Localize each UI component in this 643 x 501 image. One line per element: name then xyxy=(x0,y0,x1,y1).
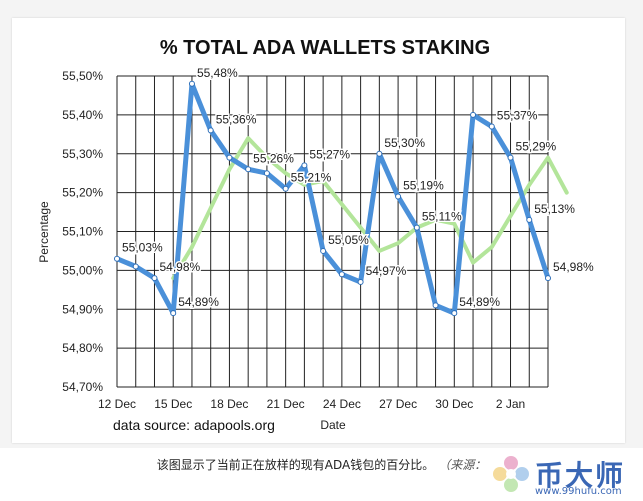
data-point xyxy=(395,193,402,200)
data-point xyxy=(432,302,439,309)
data-label: 55,29% xyxy=(516,140,557,154)
data-point xyxy=(376,150,383,157)
figure-caption: 该图显示了当前正在放样的现有ADA钱包的百分比。 （来源： xyxy=(0,456,643,473)
data-point xyxy=(114,255,120,262)
data-point xyxy=(526,216,533,223)
data-label: 55,03% xyxy=(122,241,163,255)
y-tick-label: 55,00% xyxy=(62,263,103,277)
series-line-primary xyxy=(114,81,551,316)
data-label: 55,48% xyxy=(197,66,238,80)
data-label: 54,97% xyxy=(366,264,407,278)
data-point xyxy=(451,310,458,317)
data-point xyxy=(226,154,233,161)
data-point xyxy=(545,275,551,282)
x-tick-label: 21 Dec xyxy=(267,397,305,411)
y-tick-label: 55,20% xyxy=(62,186,103,200)
caption-source: （来源： xyxy=(444,458,487,472)
data-point xyxy=(151,275,158,282)
line-chart: 54,70% 54,80% 54,90% 55,00% 55,10% 55,20% 55,3… xyxy=(37,37,596,433)
x-tick-label: 30 Dec xyxy=(435,397,473,411)
data-point xyxy=(282,185,289,192)
data-point xyxy=(488,123,495,130)
data-point xyxy=(132,263,139,270)
x-tick-label: 18 Dec xyxy=(210,397,248,411)
data-point xyxy=(320,247,327,254)
y-tick-label: 55,10% xyxy=(62,225,103,239)
x-axis-label: Date xyxy=(320,418,346,432)
x-tick-label: 24 Dec xyxy=(323,397,361,411)
data-label: 55,13% xyxy=(534,202,575,216)
data-label: 54,98% xyxy=(553,260,594,274)
y-tick-label: 55,50% xyxy=(62,69,103,83)
data-point xyxy=(470,111,477,118)
data-label: 55,37% xyxy=(497,109,538,123)
data-point xyxy=(263,170,270,177)
data-point xyxy=(413,224,420,231)
data-label: 54,98% xyxy=(159,260,200,274)
data-point xyxy=(507,154,514,161)
x-tick-label: 2 Jan xyxy=(496,397,525,411)
data-label: 54,89% xyxy=(178,295,219,309)
x-tick-label: 27 Dec xyxy=(379,397,417,411)
series-line-secondary xyxy=(171,136,569,281)
data-label: 55,27% xyxy=(309,147,350,161)
data-label: 54,89% xyxy=(459,295,500,309)
y-tick-label: 55,30% xyxy=(62,147,103,161)
x-tick-label: 12 Dec xyxy=(98,397,136,411)
data-label: 55,19% xyxy=(403,179,444,193)
data-point xyxy=(338,271,345,278)
data-point xyxy=(170,310,177,317)
data-point xyxy=(301,162,308,169)
y-tick-label: 54,80% xyxy=(62,341,103,355)
data-point xyxy=(207,127,214,134)
data-label: 55,26% xyxy=(253,151,294,165)
caption-text: 该图显示了当前正在放样的现有ADA钱包的百分比。 xyxy=(156,458,435,472)
source-note: data source: adapools.org xyxy=(113,417,275,433)
data-point xyxy=(245,166,252,173)
data-label: 55,36% xyxy=(216,112,257,126)
x-tick-label: 15 Dec xyxy=(154,397,192,411)
watermark-url: www.99hufu.com xyxy=(535,486,622,497)
y-axis-label: Percentage xyxy=(37,201,51,263)
flower-logo-icon xyxy=(493,456,529,492)
watermark: 币大师 www.99hufu.com xyxy=(487,452,637,498)
data-label: 55,05% xyxy=(328,233,369,247)
watermark-title: 币大师 xyxy=(535,459,626,492)
chart-title: % TOTAL ADA WALLETS STAKING xyxy=(160,37,490,59)
data-label: 55,11% xyxy=(422,210,462,224)
data-point xyxy=(357,279,364,286)
data-point xyxy=(188,80,195,87)
data-label: 55,30% xyxy=(384,136,425,150)
y-tick-label: 54,90% xyxy=(62,302,103,316)
y-tick-label: 55,40% xyxy=(62,108,103,122)
y-tick-label: 54,70% xyxy=(62,380,103,394)
data-label: 55,21% xyxy=(291,171,332,185)
